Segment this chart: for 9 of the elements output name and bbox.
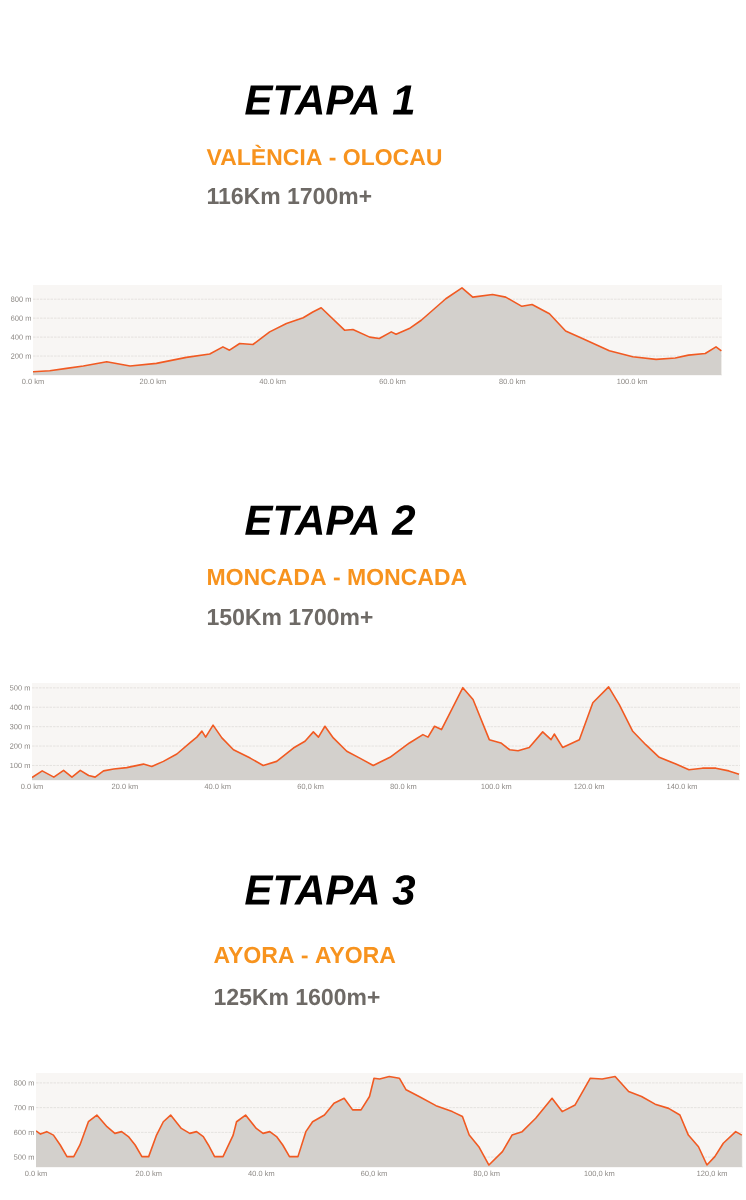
- chart-title: ETAPA 3: [245, 875, 416, 905]
- chart-subtitle: VALÈNCIA - OLOCAU: [206, 144, 442, 166]
- chart-subtitle: AYORA - AYORA: [214, 946, 396, 964]
- chart-title: ETAPA 1: [245, 85, 414, 115]
- text: 150Km 1700m+: [207, 608, 373, 626]
- text: 125Km 1600m+: [214, 988, 380, 1006]
- chart-title: ETAPA 2: [245, 505, 416, 535]
- text: 116Km 1700m+: [207, 187, 372, 205]
- chart-subtitle: MONCADA - MONCADA: [208, 568, 467, 586]
